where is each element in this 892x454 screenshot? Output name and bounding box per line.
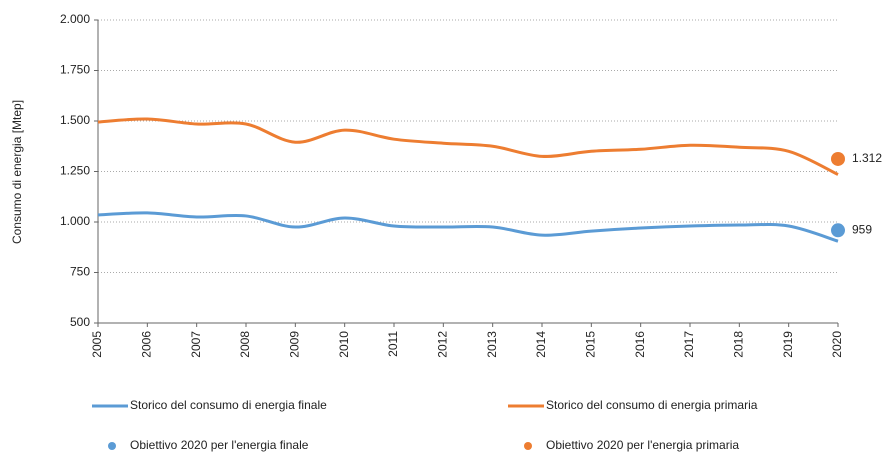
legend-swatch [524, 442, 532, 450]
y-tick-label: 1.000 [60, 214, 90, 228]
target-marker [831, 151, 845, 166]
x-tick-label: 2011 [386, 331, 400, 357]
x-tick-label: 2007 [189, 331, 203, 358]
y-tick-label: 2.000 [60, 12, 90, 26]
data-label: 959 [852, 222, 872, 236]
x-tick-label: 2020 [830, 331, 844, 358]
legend-label: Storico del consumo di energia primaria [546, 398, 758, 412]
line-series [97, 117, 839, 176]
x-tick-label: 2015 [584, 331, 598, 358]
legend-label: Obiettivo 2020 per l'energia primaria [546, 438, 739, 452]
y-axis-title: Consumo di energia [Mtep] [10, 100, 24, 244]
x-tick-label: 2006 [140, 331, 154, 358]
x-tick-label: 2019 [781, 331, 795, 358]
data-label: 1.312 [852, 151, 882, 165]
x-tick-label: 2012 [436, 331, 450, 358]
x-tick-label: 2017 [682, 331, 696, 358]
y-tick-label: 500 [70, 315, 90, 329]
legend-label: Storico del consumo di energia finale [130, 398, 327, 412]
legend-swatch [108, 442, 116, 450]
x-tick-label: 2016 [633, 331, 647, 358]
legend-label: Obiettivo 2020 per l'energia finale [130, 438, 309, 452]
line-series [97, 211, 839, 243]
x-tick-label: 2005 [90, 331, 104, 358]
x-tick-label: 2018 [732, 331, 746, 358]
y-tick-label: 1.500 [60, 113, 90, 127]
x-tick-label: 2008 [238, 331, 252, 358]
y-tick-label: 1.250 [60, 164, 90, 178]
x-tick-label: 2009 [288, 331, 302, 358]
y-tick-label: 750 [70, 265, 90, 279]
x-tick-label: 2014 [534, 331, 548, 358]
target-marker [831, 223, 845, 238]
x-tick-label: 2013 [485, 331, 499, 358]
x-tick-label: 2010 [337, 331, 351, 358]
y-tick-label: 1.750 [60, 63, 90, 77]
